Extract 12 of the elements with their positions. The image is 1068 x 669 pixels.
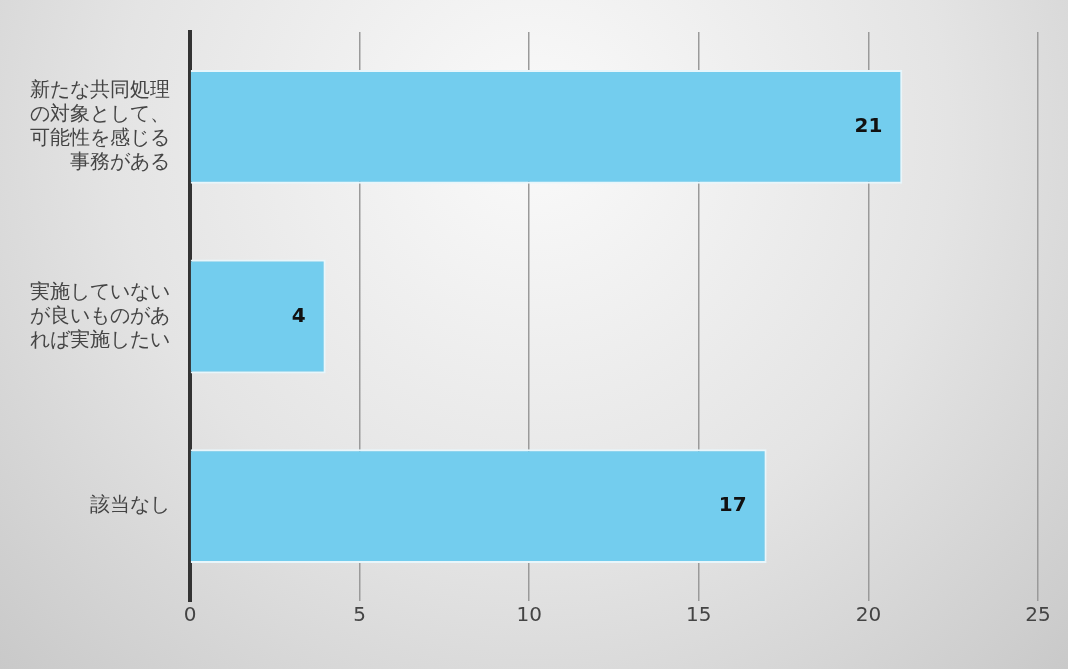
x-tick-label: 5 xyxy=(353,602,366,627)
x-tick-label: 10 xyxy=(516,602,542,627)
x-tick-label: 15 xyxy=(686,602,712,627)
data-label: 17 xyxy=(718,492,747,517)
data-label: 4 xyxy=(291,302,306,327)
x-tick-label: 0 xyxy=(183,602,197,627)
y-tick-label: 実施していないが良いものがあれば実施したい xyxy=(30,278,170,351)
x-tick-label: 20 xyxy=(855,602,882,627)
x-tick-label: 25 xyxy=(1025,602,1051,627)
data-label: 21 xyxy=(854,113,883,138)
y-tick-label: 新たな共同処理の対象として、可能性を感じる事務がある xyxy=(30,77,170,174)
y-tick-label: 該当なし xyxy=(90,492,170,517)
